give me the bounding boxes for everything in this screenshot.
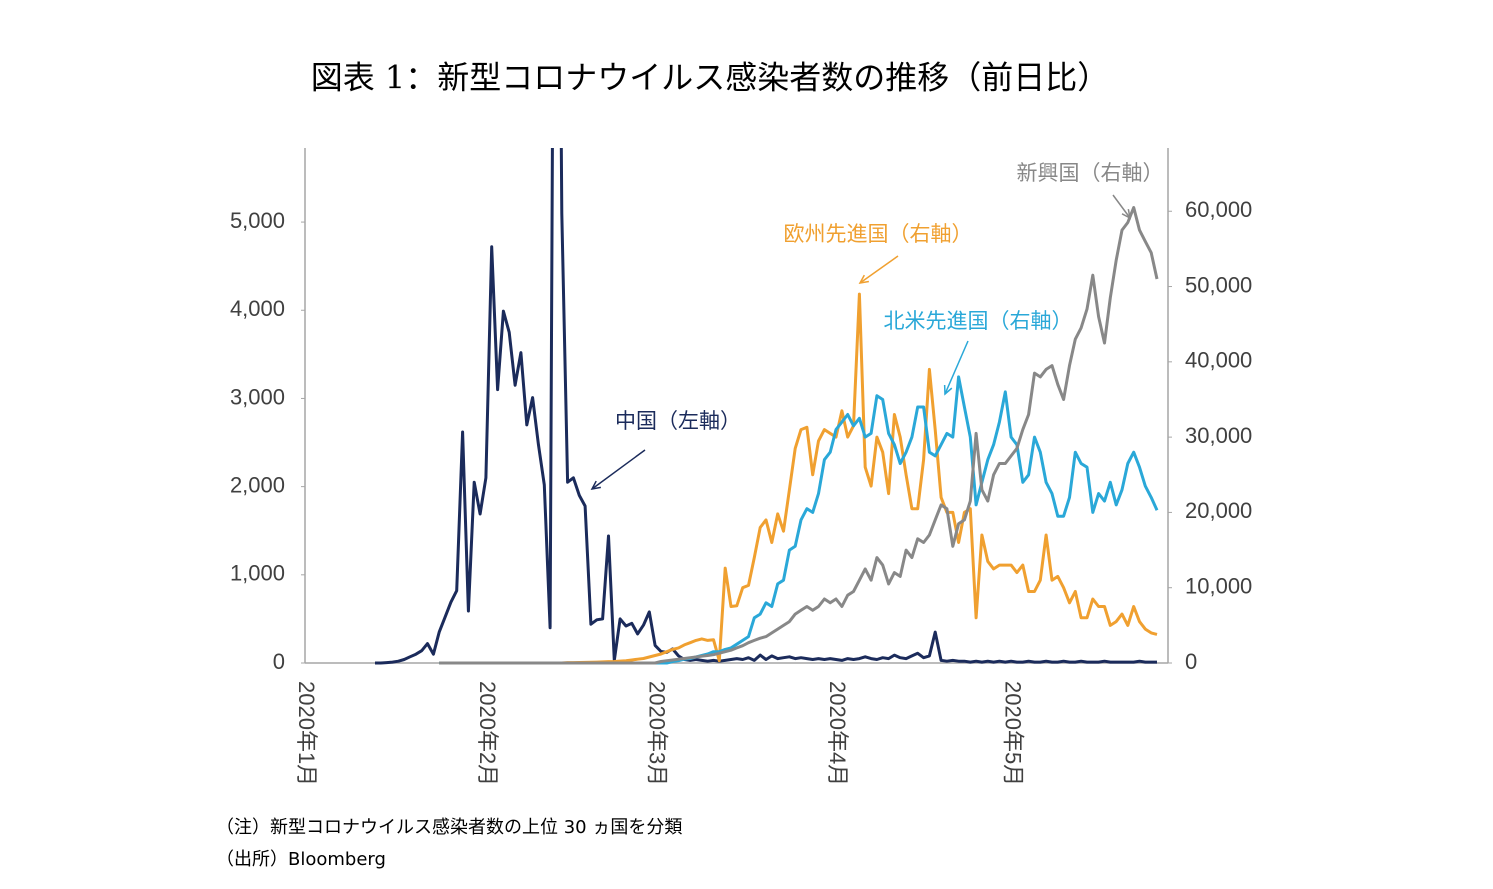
y-tick-label: 3,000 [230,384,285,409]
arrow-shaft [1112,194,1131,219]
arrow-shaft [591,449,646,490]
series-label: 新興国（右軸） [1017,161,1164,185]
y-tick-label: 2,000 [230,472,285,497]
y2-tick-label: 30,000 [1185,423,1252,448]
series-label: 中国（左軸） [615,409,741,433]
x-tick-label: 2020年3月 [644,681,669,786]
x-tick-label: 2020年5月 [1000,681,1025,786]
y2-tick-label: 40,000 [1185,348,1252,373]
y-tick-label: 1,000 [230,561,285,586]
series-label: 欧州先進国（右軸） [784,222,973,246]
series-label: 北米先進国（右軸） [884,309,1073,333]
x-tick-label: 2020年2月 [475,681,500,786]
note: （注）新型コロナウイルス感染者数の上位 30 ヵ国を分類 [216,817,682,838]
y2-tick-label: 0 [1185,649,1197,674]
x-tick-label: 2020年4月 [825,681,850,786]
y2-tick-label: 60,000 [1185,197,1252,222]
chart-title: 図表 1：新型コロナウイルス感染者数の推移（前日比） [311,59,1110,97]
y2-tick-label: 10,000 [1185,574,1252,599]
x-tick-label: 2020年1月 [294,681,319,786]
arrow-shaft [944,340,969,395]
y-tick-label: 4,000 [230,296,285,321]
series-line [375,148,1157,665]
y2-tick-label: 20,000 [1185,498,1252,523]
arrow-shaft [859,255,899,284]
y-tick-label: 0 [273,649,285,674]
y2-tick-label: 50,000 [1185,272,1252,297]
source: （出所）Bloomberg [216,849,386,870]
arrow-head [858,274,869,284]
series-line [439,292,1158,665]
y-tick-label: 5,000 [230,208,285,233]
arrow-head [590,480,601,491]
plot-area [375,148,1159,665]
arrow-head [1121,209,1132,220]
arrow-head [943,384,953,396]
series-line [439,206,1159,665]
